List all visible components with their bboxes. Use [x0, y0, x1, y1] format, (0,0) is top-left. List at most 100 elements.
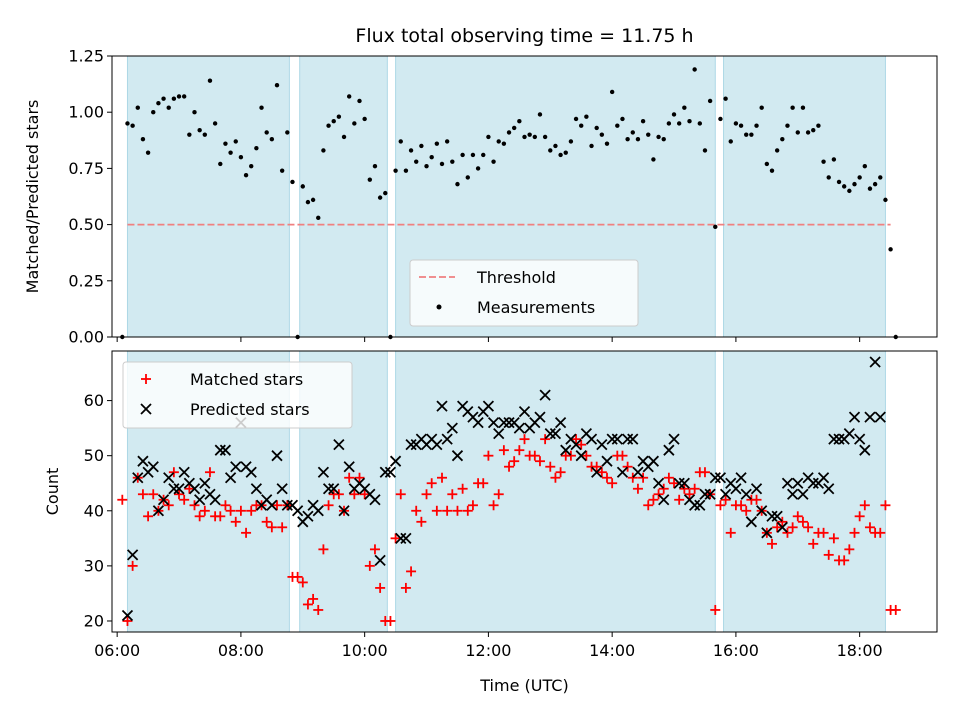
matched-star-point [581, 450, 592, 461]
measurement-point [414, 159, 419, 164]
matched-star-point [823, 549, 834, 560]
matched-star-point [808, 538, 819, 549]
bottom-y-ticks: 20 30 40 50 60 [84, 391, 112, 630]
measurement-point [352, 121, 357, 126]
x-tick-label: 12:00 [465, 641, 511, 660]
matched-star-point [565, 450, 576, 461]
measurement-point [346, 94, 352, 99]
predicted-star-point [621, 433, 634, 445]
predicted-star-point [719, 488, 732, 500]
measurement-point [274, 83, 280, 88]
measurement-point [620, 116, 625, 122]
measurement-points [120, 67, 898, 340]
measurement-point [749, 132, 754, 137]
measurement-point [496, 139, 501, 144]
predicted-star-point [137, 455, 149, 467]
predicted-star-point [730, 483, 742, 495]
bottom-y-axis-label: Count [43, 468, 62, 516]
chart-title: Flux total observing time = 11.75 h [355, 25, 693, 47]
predicted-star-point [833, 433, 845, 445]
predicted-star-point [797, 488, 809, 500]
measurement-point [584, 114, 589, 119]
measurement-point [125, 121, 130, 126]
measurement-point [403, 168, 409, 173]
predicted-star-point [627, 433, 639, 445]
measurement-point [207, 78, 213, 83]
predicted-star-point [663, 444, 675, 456]
measurement-point [212, 121, 218, 126]
measurement-point [285, 130, 290, 135]
matched-stars-points [117, 434, 901, 626]
predicted-star-point [735, 472, 747, 484]
measurement-point [197, 127, 202, 133]
measurement-point [697, 121, 703, 126]
measurements-legend-swatch [436, 304, 442, 310]
predicted-star-point [616, 466, 629, 478]
predicted-star-point [560, 444, 572, 456]
measurement-point [465, 175, 470, 180]
matched-star-point [751, 494, 762, 505]
measurement-point [181, 94, 187, 99]
measurement-point [439, 161, 445, 167]
measurement-point [460, 152, 465, 158]
matched-star-point [720, 494, 731, 505]
matched-star-point [545, 461, 556, 472]
matched-star-point [498, 445, 509, 456]
bottom-panel: 20 30 40 50 60 06:00 08:00 10:00 12:00 14:00 16:0… [43, 350, 938, 695]
predicted-star-point [513, 422, 525, 434]
measurement-point [635, 136, 641, 142]
measurement-point [661, 136, 666, 142]
measurement-point [321, 148, 326, 153]
predicted-star-point [709, 472, 721, 484]
predicted-star-point [302, 510, 314, 522]
measurement-point [398, 139, 403, 144]
measurement-point [450, 159, 455, 164]
predicted-star-point [807, 477, 819, 489]
predicted-star-point [854, 433, 866, 445]
predicted-star-point [689, 499, 701, 511]
matched-star-point [462, 505, 473, 516]
measurement-point [223, 141, 228, 146]
measurement-point [455, 181, 460, 187]
matched-star-point [504, 461, 515, 472]
measurement-point [707, 98, 713, 104]
measurement-point [187, 132, 192, 137]
measurement-point [811, 127, 816, 133]
matched-star-point [792, 511, 803, 522]
matched-star-point [596, 467, 607, 478]
measurement-point [537, 112, 543, 117]
measurement-point [594, 125, 599, 131]
predicted-star-point [570, 439, 582, 451]
predicted-star-point [482, 400, 495, 412]
predicted-star-point [281, 499, 293, 511]
matched-star-point [349, 489, 360, 500]
measurement-point [769, 168, 775, 173]
matched-star-point [230, 516, 241, 527]
predicted-star-point [472, 416, 484, 429]
matched-star-point [452, 505, 463, 516]
observing-window-band [299, 55, 388, 338]
measurement-point [444, 139, 450, 144]
threshold-legend-label: Threshold [476, 268, 556, 287]
y-tick-label: 30 [84, 556, 104, 575]
predicted-star-point [163, 472, 175, 484]
matched-star-point [715, 500, 726, 511]
matched-star-point [684, 489, 695, 500]
matched-star-point [323, 500, 334, 511]
matched-legend-label: Matched stars [190, 370, 303, 389]
plus-glyph [141, 374, 151, 384]
measurement-point [568, 139, 574, 144]
measurement-point [702, 148, 708, 153]
measurement-point [140, 136, 146, 142]
matched-star-point [529, 450, 540, 461]
predicted-star-point [389, 455, 402, 467]
measurement-point [713, 224, 718, 230]
matched-star-point [220, 500, 231, 511]
predicted-star-point [843, 428, 855, 440]
matched-star-point [225, 505, 236, 516]
predicted-star-point [441, 433, 453, 445]
predicted-star-point [503, 416, 515, 429]
measurement-point [171, 96, 177, 101]
measurement-point [718, 116, 723, 122]
matched-star-point [174, 489, 185, 500]
